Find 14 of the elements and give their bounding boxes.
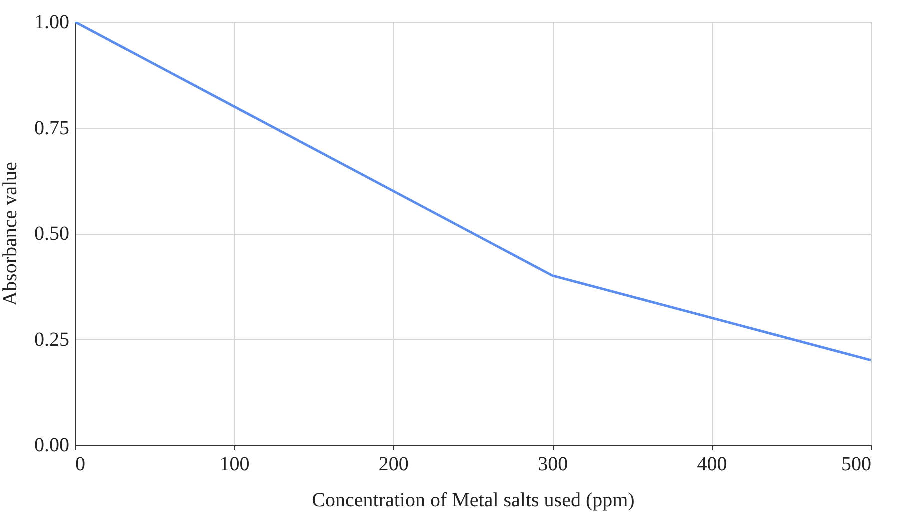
x-tick-label: 400 xyxy=(697,454,728,476)
x-axis-title: Concentration of Metal salts used (ppm) xyxy=(312,490,635,512)
x-tick-label: 0 xyxy=(76,454,86,476)
y-tick-label: 0.00 xyxy=(34,434,70,456)
y-tick-label: 1.00 xyxy=(34,12,70,34)
x-tick-label: 500 xyxy=(842,454,872,476)
x-tick-label: 100 xyxy=(220,454,250,476)
line-series xyxy=(75,22,871,362)
y-tick-label: 0.50 xyxy=(34,223,70,245)
y-tick-label: 0.75 xyxy=(34,117,70,140)
x-tick-label: 300 xyxy=(538,454,568,476)
y-axis-title: Absorbance value xyxy=(0,162,22,306)
y-tick-label: 0.25 xyxy=(34,328,70,351)
x-tick-label: 200 xyxy=(378,454,409,476)
